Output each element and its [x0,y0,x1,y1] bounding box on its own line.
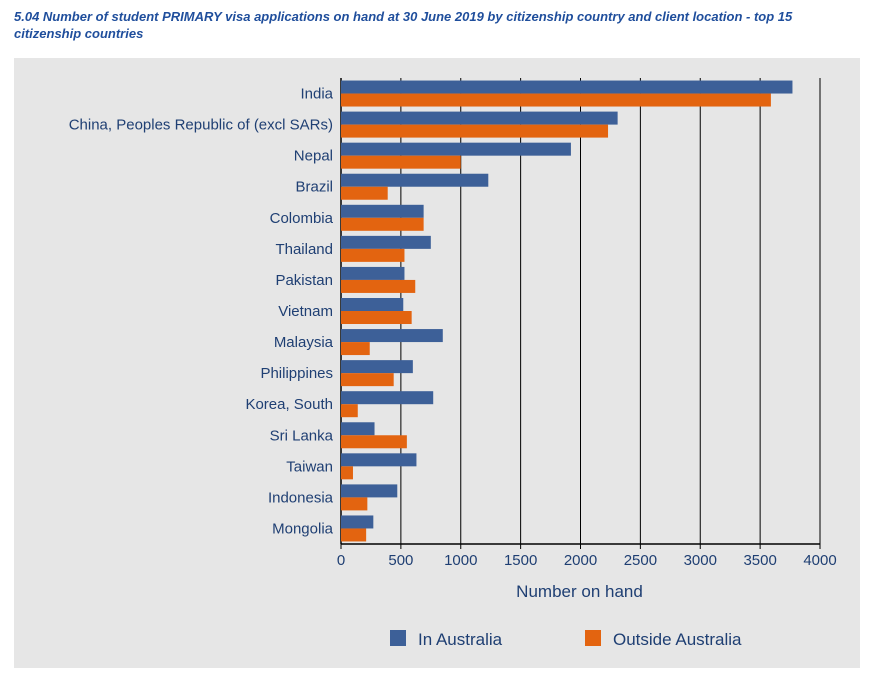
bar-outside-australia [341,93,771,107]
bar-outside-australia [341,248,405,262]
x-tick-label: 3000 [684,552,717,569]
category-label: Brazil [295,179,333,196]
bar-outside-australia [341,155,461,169]
legend-label-in-australia: In Australia [418,630,503,649]
bar-in-australia [341,515,374,529]
x-tick-label: 1500 [504,552,537,569]
x-tick-label: 2500 [624,552,657,569]
bar-in-australia [341,484,398,498]
x-tick-label: 3500 [743,552,776,569]
bar-outside-australia [341,186,388,200]
category-label: Mongolia [272,520,334,537]
category-label: Nepal [294,148,333,165]
category-label: Malaysia [274,334,334,351]
x-tick-label: 4000 [803,552,836,569]
category-label: Sri Lanka [270,427,334,444]
bar-outside-australia [341,528,367,542]
bar-in-australia [341,391,434,405]
category-label: Korea, South [245,396,333,413]
category-label: India [300,86,333,103]
bar-outside-australia [341,342,370,356]
category-label: Philippines [260,365,333,382]
bar-outside-australia [341,279,416,293]
bar-in-australia [341,235,431,249]
bar-in-australia [341,298,404,311]
bar-outside-australia [341,124,609,138]
category-label: Indonesia [268,489,334,506]
chart-title: 5.04 Number of student PRIMARY visa appl… [14,9,793,41]
bar-in-australia [341,329,443,343]
bar-in-australia [341,142,571,156]
legend-label-outside-australia: Outside Australia [613,630,742,649]
category-label: Vietnam [278,303,333,320]
category-label: China, Peoples Republic of (excl SARs) [69,117,333,134]
category-label: Colombia [270,210,334,227]
bar-in-australia [341,173,489,187]
legend-swatch-in-australia [390,630,406,646]
bar-outside-australia [341,404,358,418]
bar-in-australia [341,453,417,467]
bar-in-australia [341,80,793,94]
legend-swatch-outside-australia [585,630,601,646]
category-label: Pakistan [275,272,333,289]
bar-outside-australia [341,466,353,480]
category-label: Taiwan [286,458,333,475]
category-label: Thailand [275,241,333,258]
x-tick-label: 500 [388,552,413,569]
bar-in-australia [341,111,618,125]
x-tick-label: 2000 [564,552,597,569]
x-tick-label: 0 [337,552,345,569]
bar-in-australia [341,266,405,280]
x-axis-title: Number on hand [516,582,643,601]
bar-outside-australia [341,497,368,511]
bar-in-australia [341,422,375,436]
bar-outside-australia [341,217,424,231]
bar-outside-australia [341,435,407,449]
x-tick-label: 1000 [444,552,477,569]
bar-in-australia [341,360,413,374]
bar-outside-australia [341,373,394,387]
bar-outside-australia [341,311,412,324]
bar-in-australia [341,204,424,218]
